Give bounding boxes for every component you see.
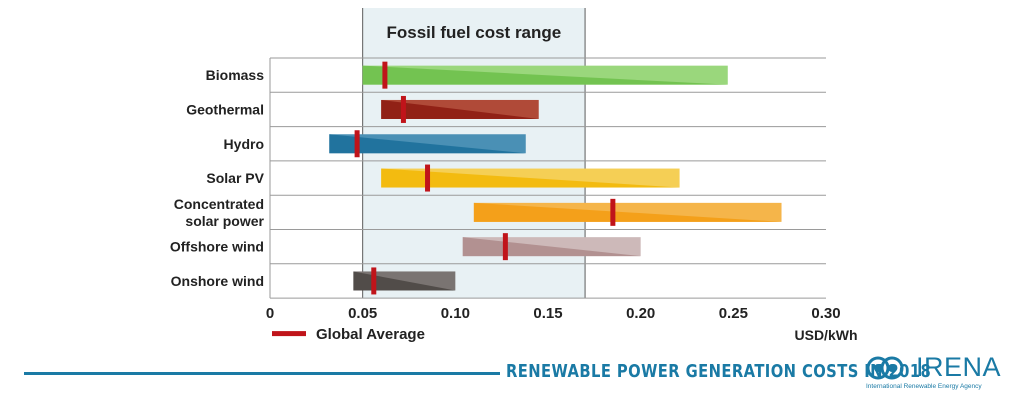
footer-divider xyxy=(24,372,500,375)
average-marker xyxy=(382,61,388,89)
unit-label: USD/kWh xyxy=(795,327,858,343)
category-label: Geothermal xyxy=(186,101,264,117)
x-tick-label: 0 xyxy=(266,305,274,322)
x-tick-label: 0.20 xyxy=(626,305,655,322)
logo-wordmark: IRENA xyxy=(916,352,1002,382)
category-label: Offshore wind xyxy=(170,239,264,255)
bar-shade xyxy=(362,65,728,85)
bar-shade xyxy=(353,271,456,291)
footer-title: RENEWABLE POWER GENERATION COSTS IN 2018 xyxy=(506,361,932,382)
bar-shade xyxy=(381,99,539,119)
x-tick-label: 0.10 xyxy=(441,305,470,322)
bar-shade xyxy=(473,202,782,222)
x-tick-label: 0.15 xyxy=(533,305,562,322)
category-label: Biomass xyxy=(206,67,265,83)
category-label: Onshore wind xyxy=(171,273,264,289)
legend-swatch xyxy=(272,331,306,337)
average-marker xyxy=(610,198,616,226)
average-marker xyxy=(371,267,377,295)
x-tick-label: 0.30 xyxy=(811,305,840,322)
bar-shade xyxy=(381,168,680,188)
cost-range-chart: Fossil fuel cost range Biomass Geothermal H… xyxy=(170,8,858,343)
x-tick-label: 0.05 xyxy=(348,305,377,322)
average-marker xyxy=(354,130,360,158)
average-marker xyxy=(400,95,406,123)
legend-label: Global Average xyxy=(316,326,425,343)
x-tick-label: 0.25 xyxy=(719,305,748,322)
category-label: Hydro xyxy=(224,136,264,152)
average-marker xyxy=(425,164,431,192)
fossil-band-label: Fossil fuel cost range xyxy=(386,23,561,42)
irena-logo-icon xyxy=(866,356,904,380)
irena-logo: IRENA International Renewable Energy Age… xyxy=(866,352,1002,398)
logo-subtitle: International Renewable Energy Agency xyxy=(866,383,982,390)
category-label: Solar PV xyxy=(206,170,264,186)
category-label: Concentrated solar power xyxy=(174,196,265,229)
average-marker xyxy=(502,233,508,261)
bar-shade xyxy=(329,134,526,154)
